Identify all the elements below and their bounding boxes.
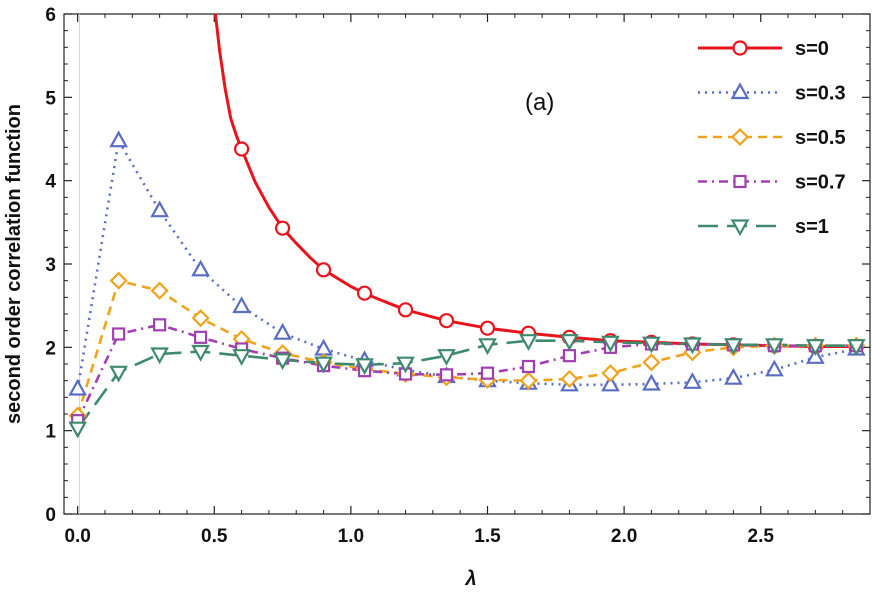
data-point <box>232 296 251 314</box>
data-point <box>191 344 210 362</box>
data-point <box>191 259 210 277</box>
data-point <box>642 373 661 391</box>
x-tick-label: 1.5 <box>474 526 501 547</box>
legend-label: s=1 <box>795 216 829 238</box>
data-point <box>109 271 128 290</box>
legend-item: s=0.5 <box>698 127 846 149</box>
data-point <box>439 368 454 382</box>
data-point <box>805 339 825 356</box>
data-point <box>683 372 702 389</box>
data-point <box>560 334 579 351</box>
data-point <box>724 367 743 385</box>
data-point <box>194 330 208 344</box>
markers-layer <box>68 130 866 439</box>
data-point <box>478 338 497 356</box>
plot-border <box>63 13 871 515</box>
data-point <box>232 349 251 366</box>
data-point <box>314 356 333 374</box>
data-point <box>356 285 373 301</box>
y-tick-label: 3 <box>45 255 56 276</box>
legend-marker <box>730 219 750 237</box>
legend-marker <box>732 40 748 56</box>
data-point <box>153 318 167 332</box>
data-point <box>112 327 126 341</box>
x-tick-label: 0.5 <box>201 526 228 547</box>
data-point <box>601 335 620 353</box>
data-point <box>683 337 702 355</box>
x-axis-title: λ <box>464 568 476 590</box>
data-point <box>601 364 620 383</box>
data-point <box>397 302 414 318</box>
data-point <box>724 338 743 356</box>
data-point <box>150 347 169 365</box>
data-point <box>273 353 292 371</box>
legend-item: s=0 <box>698 38 829 60</box>
legend-label: s=0 <box>795 38 829 60</box>
data-point <box>437 349 456 366</box>
data-point <box>765 338 784 356</box>
legend-item: s=0.3 <box>698 82 846 105</box>
data-point <box>273 322 292 340</box>
legend-marker <box>730 127 750 147</box>
y-tick-label: 1 <box>45 422 56 443</box>
data-point <box>150 200 169 218</box>
data-point <box>68 378 88 396</box>
legend: s=0 s=0.3 s=0.5 s=0.7 s=1 <box>698 38 846 238</box>
data-point <box>396 356 415 374</box>
data-point <box>521 359 536 374</box>
legend-label: s=0.3 <box>795 83 846 105</box>
data-point <box>68 421 88 439</box>
data-point <box>519 334 538 351</box>
y-axis-title: second order correlation function <box>3 104 25 424</box>
data-point <box>438 313 455 329</box>
y-tick-label: 5 <box>45 88 56 109</box>
data-point <box>562 349 577 363</box>
data-point <box>191 309 210 328</box>
data-point <box>315 262 332 278</box>
data-point <box>355 358 374 376</box>
y-tick-label: 6 <box>45 5 56 26</box>
legend-item: s=0.7 <box>698 172 846 194</box>
x-tick-label: 2.0 <box>611 526 637 547</box>
x-tick-label: 0.0 <box>64 526 90 547</box>
legend-marker <box>733 174 747 189</box>
y-tick-label: 4 <box>45 172 56 193</box>
data-point <box>642 336 661 354</box>
data-point <box>109 365 129 383</box>
data-point <box>233 141 250 157</box>
x-tick-label: 1.0 <box>338 526 364 547</box>
data-point <box>480 366 495 380</box>
legend-item: s=1 <box>698 216 829 238</box>
panel-label: (a) <box>525 89 554 116</box>
data-point <box>519 371 538 390</box>
y-tick-label: 2 <box>45 338 56 359</box>
legend-label: s=0.5 <box>795 127 846 149</box>
data-point <box>274 220 291 236</box>
axes: 0.0 0.5 1.0 1.5 2.0 2.5 0 1 2 3 4 5 6 <box>45 5 871 547</box>
data-point <box>109 130 129 148</box>
plot-frame <box>63 13 871 515</box>
data-point <box>642 353 661 372</box>
data-point <box>805 347 825 364</box>
data-point <box>765 359 784 377</box>
x-tick-label: 2.5 <box>748 526 775 547</box>
legend-label: s=0.7 <box>795 172 846 194</box>
data-point <box>560 369 579 389</box>
data-point <box>601 374 620 392</box>
legend-marker <box>730 82 750 100</box>
data-point <box>846 339 866 356</box>
y-tick-label: 0 <box>45 505 56 526</box>
data-point <box>150 281 169 300</box>
data-point <box>479 320 496 336</box>
series-line-1 <box>213 14 857 348</box>
